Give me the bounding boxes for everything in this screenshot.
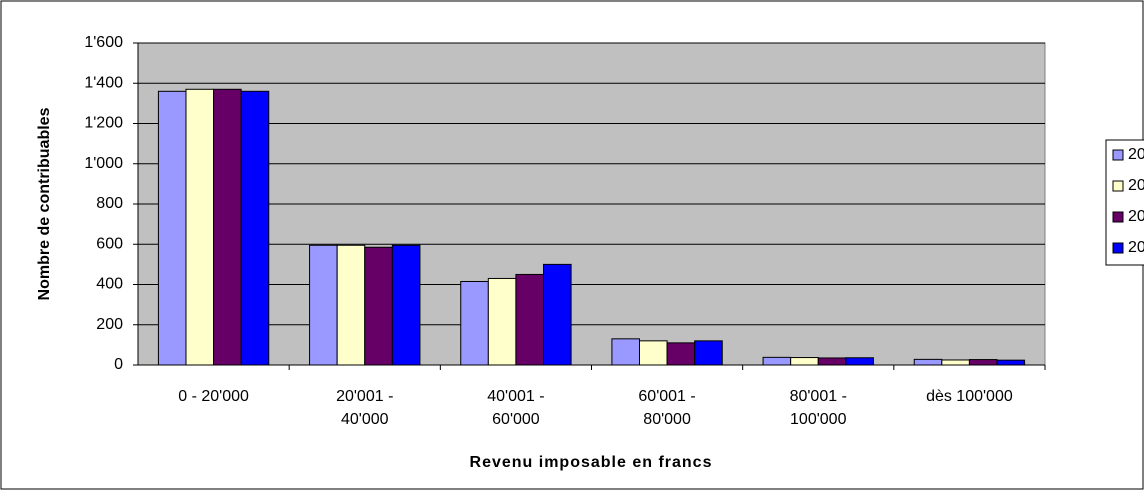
bar — [611, 338, 640, 366]
bar — [157, 90, 187, 366]
y-tick-label: 200 — [96, 316, 123, 333]
x-tick-label: 20'001 - — [336, 388, 393, 405]
bar — [391, 244, 421, 366]
bar — [240, 90, 270, 366]
x-tick-label: 80'001 - — [790, 388, 847, 405]
x-tick-label: 40'000 — [341, 411, 389, 428]
y-tick-label: 1'400 — [84, 74, 123, 91]
bar — [364, 246, 393, 366]
x-tick-label: 60'001 - — [638, 388, 695, 405]
x-tick-label: 0 - 20'000 — [178, 388, 249, 405]
legend-label: 2005 — [1128, 177, 1144, 194]
x-axis-title: Revenu imposable en francs — [470, 454, 713, 471]
x-tick-label: 60'000 — [492, 411, 540, 428]
y-tick-label: 400 — [96, 276, 123, 293]
legend — [1105, 139, 1144, 266]
bar — [817, 357, 847, 366]
bar — [543, 263, 572, 366]
legend-label: 2007 — [1128, 239, 1144, 256]
bar — [913, 358, 943, 366]
legend-swatch — [1112, 149, 1124, 161]
bar — [996, 359, 1026, 366]
y-tick-label: 800 — [96, 195, 123, 212]
y-tick-label: 600 — [96, 235, 123, 252]
bar — [694, 340, 723, 366]
x-tick-label: dès 100'000 — [926, 388, 1013, 405]
bar — [790, 357, 819, 366]
bar — [762, 356, 792, 366]
bar — [515, 273, 545, 366]
legend-swatch — [1112, 242, 1124, 254]
bar — [968, 359, 998, 366]
bar — [666, 342, 696, 366]
bar — [213, 88, 242, 366]
legend-swatch — [1112, 211, 1124, 223]
y-tick-label: 0 — [114, 356, 123, 373]
bar — [845, 357, 874, 366]
x-tick-label: 100'000 — [790, 411, 847, 428]
x-tick-label: 80'000 — [643, 411, 691, 428]
bar — [460, 280, 489, 366]
bar — [185, 88, 215, 366]
y-tick-label: 1'000 — [84, 155, 123, 172]
y-tick-label: 1'200 — [84, 115, 123, 132]
bar — [638, 340, 668, 366]
legend-swatch — [1112, 180, 1124, 192]
legend-label: 2006 — [1128, 208, 1144, 225]
bar — [309, 244, 338, 366]
bar — [336, 244, 366, 366]
y-tick-label: 1'600 — [84, 34, 123, 51]
x-tick-label: 40'001 - — [487, 388, 544, 405]
bar — [487, 277, 517, 366]
bar — [941, 359, 970, 366]
y-axis-title: Nombre de contribuables — [36, 107, 53, 300]
